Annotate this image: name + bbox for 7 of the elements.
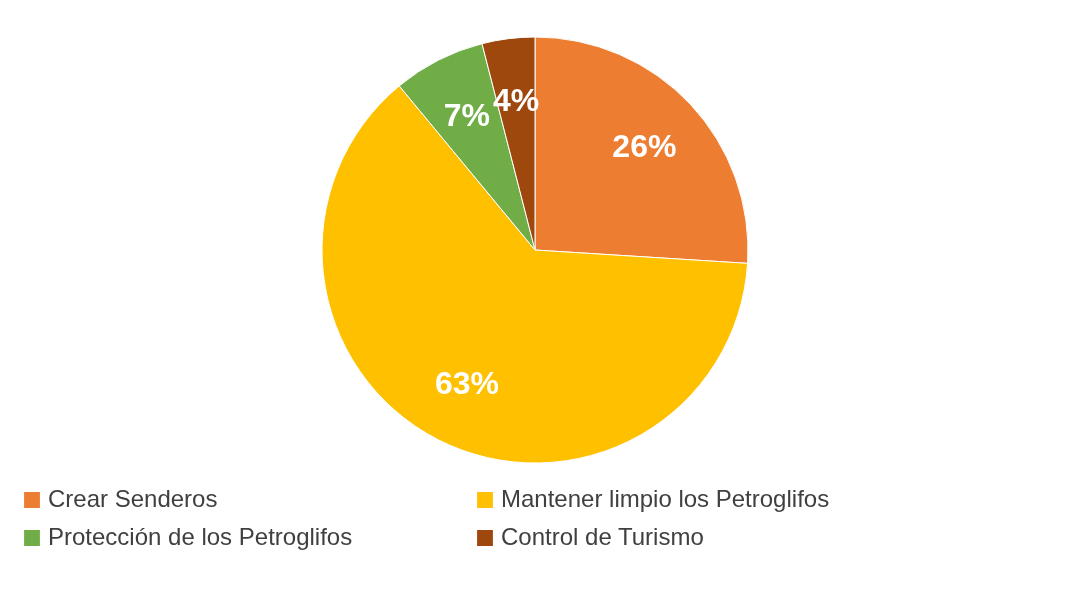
legend-label: Control de Turismo <box>501 523 704 550</box>
data-label: 26% <box>612 128 677 165</box>
data-label: 63% <box>434 364 499 401</box>
data-label: 7% <box>443 97 491 134</box>
legend-label: Crear Senderos <box>48 485 218 512</box>
legend-label: Protección de los Petroglifos <box>48 523 353 550</box>
legend-label: Mantener limpio los Petroglifos <box>501 485 830 512</box>
